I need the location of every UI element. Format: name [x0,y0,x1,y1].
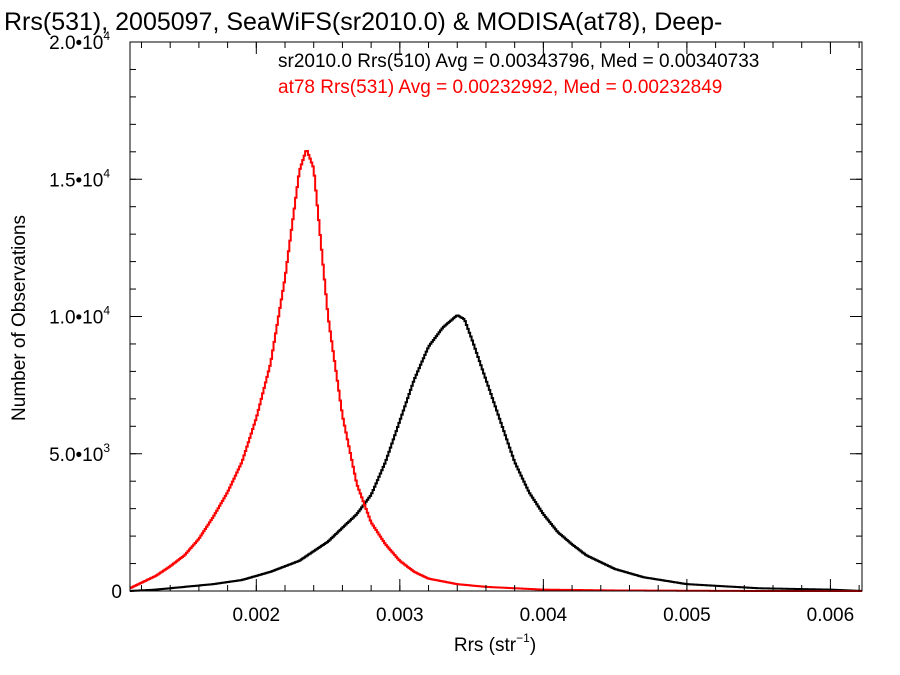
y-tick-label: 2.0•104 [49,29,110,54]
stats-annotation-2: at78 Rrs(531) Avg = 0.00232992, Med = 0.… [278,77,722,98]
annotations-group: sr2010.0 Rrs(510) Avg = 0.00343796, Med … [278,51,759,98]
x-axis-label: Rrs (str−1) [454,631,536,656]
x-tick-label: 0.003 [376,605,424,626]
series-line-2 [130,149,862,592]
plot-frame [129,41,863,592]
y-tick-label-exponent: 4 [103,29,110,43]
y-tick-label-base: 5.0•10 [49,445,103,466]
x-axis-label-text: Rrs (str [454,635,517,656]
y-tick-label-base: 0 [111,582,122,603]
y-tick-label: 5.0•103 [49,441,110,466]
chart-title: Rrs(531), 2005097, SeaWiFS(sr2010.0) & M… [4,8,722,36]
x-tick-label: 0.006 [807,605,855,626]
series-group [130,149,862,592]
y-tick-label-base: 1.5•10 [49,170,103,191]
series-line-1 [130,314,862,592]
y-axis-label: Number of Observations [9,215,30,421]
x-axis-label-close: ) [530,635,536,656]
y-tick-label: 1.5•104 [49,166,110,191]
x-axis-label-exponent: −1 [516,631,530,645]
x-tick-label: 0.002 [233,605,281,626]
y-tick-label-exponent: 4 [103,166,110,180]
y-tick-label-base: 2.0•10 [49,33,103,54]
y-tick-label-base: 1.0•10 [49,308,103,329]
x-tick-label: 0.004 [520,605,568,626]
y-tick-label-exponent: 3 [103,441,110,455]
y-tick-label: 1.0•104 [49,304,110,329]
axes-group: 0.002 0.003 0.004 0.005 0.00605.0•1031.0•104… [49,29,863,626]
y-tick-label: 0 [111,582,122,603]
x-tick-label: 0.005 [663,605,711,626]
y-tick-label-exponent: 4 [103,304,110,318]
stats-annotation-1: sr2010.0 Rrs(510) Avg = 0.00343796, Med … [278,51,759,72]
